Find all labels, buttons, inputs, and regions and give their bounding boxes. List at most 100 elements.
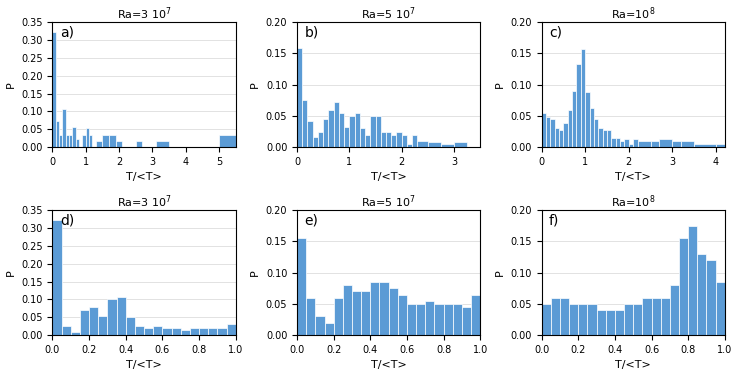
Bar: [103, 135, 109, 147]
Bar: [407, 144, 413, 147]
Bar: [72, 127, 76, 147]
Bar: [599, 129, 603, 147]
Bar: [620, 141, 624, 147]
Bar: [297, 49, 303, 147]
Bar: [659, 139, 672, 147]
Bar: [706, 260, 716, 335]
Bar: [89, 306, 98, 335]
Bar: [590, 108, 594, 147]
Bar: [576, 64, 581, 147]
Bar: [453, 304, 462, 335]
Bar: [651, 141, 659, 147]
Bar: [418, 141, 428, 147]
Bar: [190, 328, 199, 335]
Bar: [156, 141, 169, 147]
Bar: [162, 328, 171, 335]
Bar: [361, 291, 370, 335]
Bar: [365, 135, 370, 147]
Text: a): a): [60, 26, 74, 40]
Bar: [615, 138, 620, 147]
Text: e): e): [304, 214, 318, 228]
Bar: [154, 326, 162, 335]
Bar: [308, 121, 313, 147]
Bar: [454, 142, 467, 147]
Bar: [71, 332, 80, 335]
Bar: [611, 138, 615, 147]
Bar: [227, 324, 235, 335]
Bar: [52, 32, 56, 147]
Bar: [116, 141, 123, 147]
Bar: [303, 100, 308, 147]
Bar: [398, 294, 407, 335]
Bar: [386, 132, 391, 147]
Bar: [569, 304, 579, 335]
Bar: [633, 139, 638, 147]
Y-axis label: P: P: [6, 269, 15, 276]
X-axis label: T/<T>: T/<T>: [126, 361, 162, 370]
Bar: [360, 129, 365, 147]
Bar: [681, 141, 694, 147]
Y-axis label: P: P: [494, 81, 505, 88]
Bar: [435, 304, 444, 335]
Bar: [633, 304, 642, 335]
Bar: [624, 304, 633, 335]
Title: Ra=10$^8$: Ra=10$^8$: [611, 194, 655, 210]
Text: f): f): [549, 214, 559, 228]
Bar: [652, 298, 661, 335]
Text: b): b): [304, 26, 319, 40]
Bar: [66, 135, 69, 147]
Bar: [76, 139, 79, 147]
Bar: [629, 144, 633, 147]
Bar: [425, 301, 435, 335]
Bar: [551, 119, 555, 147]
Bar: [61, 326, 71, 335]
Bar: [546, 117, 551, 147]
Bar: [679, 238, 688, 335]
Bar: [63, 109, 66, 147]
Y-axis label: P: P: [250, 269, 261, 276]
Bar: [670, 285, 679, 335]
Bar: [125, 317, 135, 335]
Bar: [471, 294, 480, 335]
Bar: [607, 130, 611, 147]
Bar: [428, 142, 441, 147]
Y-axis label: P: P: [494, 269, 505, 276]
Bar: [117, 297, 125, 335]
Bar: [352, 291, 361, 335]
Bar: [313, 136, 318, 147]
Bar: [694, 144, 716, 147]
Bar: [306, 298, 315, 335]
Bar: [218, 328, 227, 335]
Bar: [407, 304, 416, 335]
Bar: [389, 288, 398, 335]
Title: Ra=3 10$^7$: Ra=3 10$^7$: [117, 194, 171, 210]
Bar: [551, 298, 560, 335]
X-axis label: T/<T>: T/<T>: [615, 173, 651, 182]
Bar: [379, 282, 389, 335]
Bar: [108, 299, 117, 335]
Bar: [370, 116, 376, 147]
Bar: [56, 121, 59, 147]
Bar: [323, 119, 328, 147]
Bar: [603, 130, 607, 147]
Bar: [69, 135, 72, 147]
Bar: [716, 282, 725, 335]
Bar: [135, 326, 144, 335]
Title: Ra=10$^8$: Ra=10$^8$: [611, 6, 655, 22]
Bar: [334, 298, 343, 335]
Bar: [80, 310, 89, 335]
Bar: [59, 135, 63, 147]
Bar: [716, 144, 725, 147]
Bar: [334, 102, 339, 147]
Bar: [315, 317, 325, 335]
Bar: [199, 328, 208, 335]
Bar: [109, 135, 116, 147]
Bar: [559, 130, 563, 147]
Bar: [563, 123, 568, 147]
Bar: [325, 323, 334, 335]
Bar: [594, 119, 599, 147]
Bar: [688, 226, 697, 335]
Bar: [396, 132, 401, 147]
Bar: [441, 144, 454, 147]
Bar: [208, 328, 218, 335]
